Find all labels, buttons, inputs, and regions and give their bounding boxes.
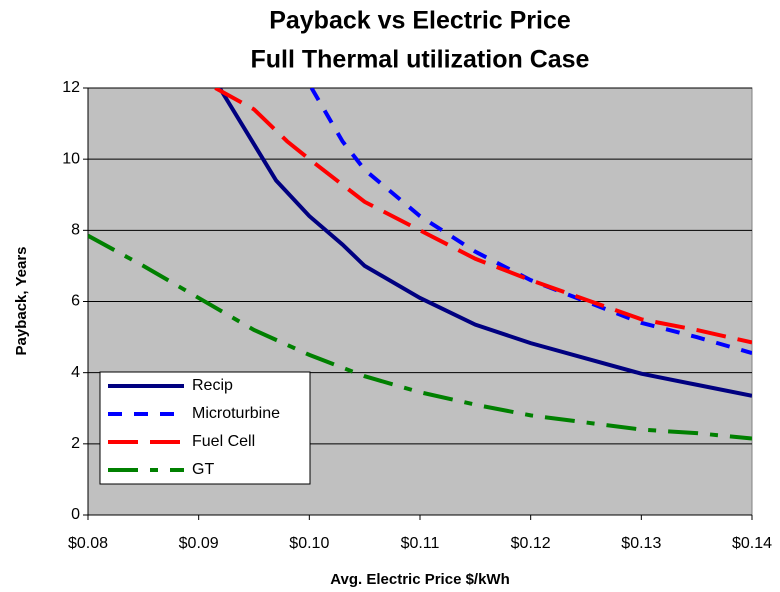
legend-label: Microturbine: [192, 405, 280, 422]
x-tick-label: $0.12: [511, 535, 551, 552]
x-axis-label: Avg. Electric Price $/kWh: [330, 571, 510, 588]
chart-subtitle: Full Thermal utilization Case: [251, 46, 590, 74]
x-tick-label: $0.14: [732, 535, 772, 552]
legend-label: Fuel Cell: [192, 433, 255, 450]
legend-box: [99, 371, 311, 485]
legend-label: GT: [192, 461, 214, 478]
y-tick-label: 8: [71, 222, 80, 239]
chart-title: Payback vs Electric Price: [269, 7, 571, 35]
series-line: [88, 233, 752, 441]
x-tick-label: $0.08: [68, 535, 108, 552]
y-tick-label: 6: [71, 293, 80, 310]
x-tick-label: $0.11: [401, 535, 440, 552]
series-line: [309, 88, 752, 356]
x-tick-label: $0.09: [179, 535, 219, 552]
y-tick-label: 4: [71, 364, 80, 381]
series-line: [217, 88, 752, 398]
legend-label: Recip: [192, 377, 233, 394]
x-tick-label: $0.13: [621, 535, 661, 552]
y-tick-label: 0: [71, 506, 80, 523]
plot-lines: [88, 88, 752, 441]
y-axis-label: Payback, Years: [13, 247, 30, 356]
y-tick-label: 10: [62, 150, 80, 167]
y-tick-label: 12: [62, 79, 80, 96]
series-line: [214, 88, 752, 345]
y-tick-label: 2: [71, 435, 80, 452]
x-tick-label: $0.10: [289, 535, 329, 552]
